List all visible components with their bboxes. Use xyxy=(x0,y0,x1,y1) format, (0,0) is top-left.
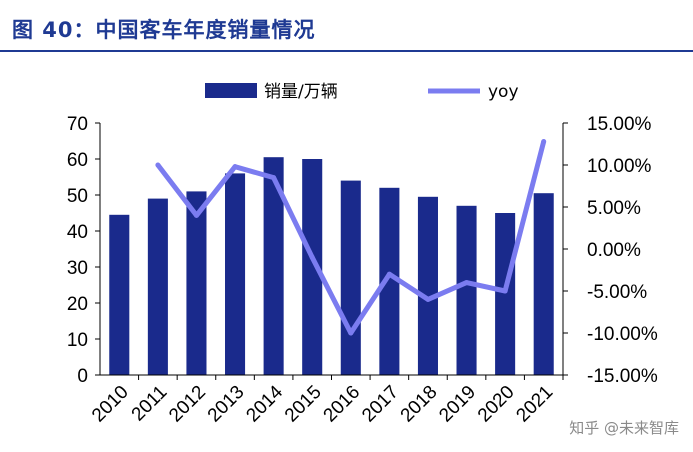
right-tick-label: -15.00% xyxy=(587,366,658,387)
x-tick-label-2016: 2016 xyxy=(320,382,365,427)
bar-2020 xyxy=(495,213,516,375)
x-tick-label-2010: 2010 xyxy=(88,382,133,427)
x-tick-label-2020: 2020 xyxy=(474,382,519,427)
bar-2010 xyxy=(109,214,130,375)
x-axis-ticks: 2010201120122013201420152016201720182019… xyxy=(88,375,564,427)
yoy-point-2019 xyxy=(464,280,470,286)
x-tick-label-2011: 2011 xyxy=(128,382,172,426)
yoy-point-2021 xyxy=(541,138,547,144)
right-tick-label: -5.00% xyxy=(587,282,647,303)
watermark: 知乎 @未来智库 xyxy=(569,419,679,437)
legend: 销量/万辆 yoy xyxy=(205,82,519,102)
bar-2018 xyxy=(417,196,438,375)
x-tick-label-2014: 2014 xyxy=(242,381,287,426)
bar-2014 xyxy=(263,157,284,375)
left-axis-ticks: 0 10 20 30 40 50 60 70 xyxy=(67,114,100,387)
axes xyxy=(99,123,564,376)
bar-2017 xyxy=(379,187,400,375)
legend-bar-label: 销量/万辆 xyxy=(264,82,338,102)
yoy-point-2014 xyxy=(271,175,277,181)
yoy-point-2011 xyxy=(155,162,161,168)
legend-bar-swatch xyxy=(205,83,257,98)
yoy-point-2018 xyxy=(425,296,431,302)
line-series xyxy=(155,138,547,336)
bar-series xyxy=(109,157,554,375)
left-tick-label: 40 xyxy=(67,222,88,243)
left-tick-label: 20 xyxy=(67,294,88,315)
x-tick-label-2013: 2013 xyxy=(204,382,249,427)
left-tick-label: 70 xyxy=(67,114,88,135)
x-tick-label-2017: 2017 xyxy=(358,382,403,427)
x-tick-label-2021: 2021 xyxy=(512,382,557,427)
yoy-point-2013 xyxy=(232,164,238,170)
left-tick-label: 10 xyxy=(67,330,88,351)
left-tick-label: 50 xyxy=(67,186,88,207)
yoy-point-2016 xyxy=(348,330,354,336)
x-tick-label-2019: 2019 xyxy=(435,382,480,427)
right-tick-label: 10.00% xyxy=(587,156,652,177)
right-tick-label: 5.00% xyxy=(587,198,641,219)
right-tick-label: -10.00% xyxy=(587,324,658,345)
x-tick-label-2018: 2018 xyxy=(397,382,442,427)
bar-2012 xyxy=(186,191,207,375)
left-tick-label: 30 xyxy=(67,258,88,279)
right-tick-label: 15.00% xyxy=(587,114,652,135)
legend-line-label: yoy xyxy=(488,82,519,102)
yoy-point-2020 xyxy=(502,288,508,294)
x-tick-label-2015: 2015 xyxy=(281,382,326,427)
figure-title: 图 40：中国客车年度销量情况 xyxy=(12,18,316,42)
title-divider xyxy=(0,50,693,52)
yoy-point-2012 xyxy=(193,212,199,218)
bar-2013 xyxy=(225,173,246,375)
left-tick-label: 60 xyxy=(67,150,88,171)
yoy-point-2015 xyxy=(309,254,315,260)
yoy-point-2017 xyxy=(386,271,392,277)
left-tick-label: 0 xyxy=(77,366,88,387)
bar-2021 xyxy=(533,193,554,375)
x-tick-label-2012: 2012 xyxy=(165,382,210,427)
bar-2011 xyxy=(147,198,168,375)
right-tick-label: 0.00% xyxy=(587,240,641,261)
bar-2016 xyxy=(340,180,361,375)
bar-2019 xyxy=(456,205,477,375)
right-axis-ticks: -15.00% -10.00% -5.00% 0.00% 5.00% 10.00% 15.0… xyxy=(563,114,658,387)
bar-2015 xyxy=(302,159,323,375)
